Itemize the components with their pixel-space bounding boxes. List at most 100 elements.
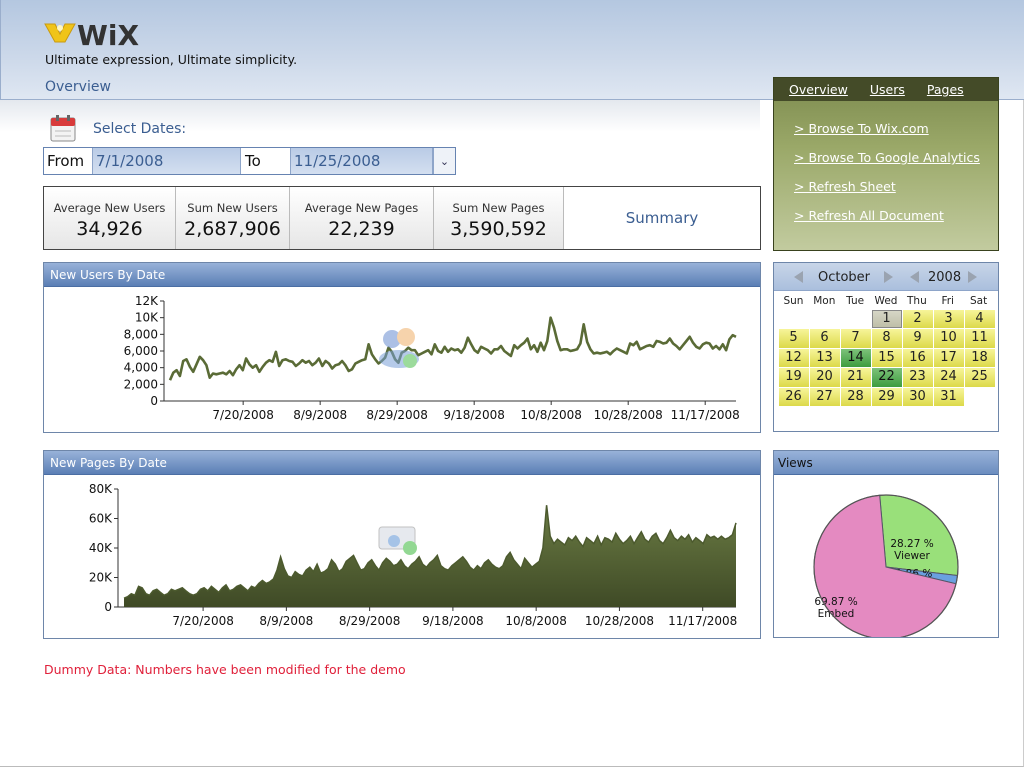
tab-overview[interactable]: Overview bbox=[789, 82, 848, 97]
calendar-day[interactable]: 20 bbox=[809, 368, 840, 387]
calendar-day[interactable]: 1 bbox=[871, 309, 902, 328]
pie-slice-percent: 28.27 % bbox=[890, 538, 933, 550]
calendar-days: 1 2 3 4 5 6 7 8 9 10 11 12 13 14 15 16 17 18 19 20 21 22 23 24 2… bbox=[774, 307, 998, 407]
summary-button[interactable]: Summary bbox=[564, 187, 760, 249]
y-tick-label: 40K bbox=[89, 541, 113, 555]
stat-average-new-users: Average New Users 34,926 bbox=[44, 187, 176, 249]
prev-month-icon[interactable] bbox=[794, 271, 803, 283]
date-range-picker[interactable]: From 7/1/2008 To 11/25/2008 ⌄ bbox=[43, 147, 456, 175]
calendar-day[interactable]: 23 bbox=[902, 368, 933, 387]
y-tick-label: 80K bbox=[89, 482, 113, 496]
calendar-header: October 2008 bbox=[774, 263, 998, 291]
calendar-empty-cell bbox=[779, 310, 809, 329]
weekday-label: Sun bbox=[783, 295, 804, 307]
new-users-chart: 0 2,000 4,000 6,000 8,000 10K 12K 7/20/2008 8/9/… bbox=[124, 294, 740, 422]
calendar-empty-cell bbox=[810, 310, 840, 329]
y-tick-label: 4,000 bbox=[124, 361, 158, 375]
x-tick-label: 8/29/2008 bbox=[366, 408, 428, 422]
stat-value: 22,239 bbox=[328, 218, 395, 240]
link-browse-wix[interactable]: > Browse To Wix.com bbox=[794, 121, 929, 136]
calendar-day[interactable]: 4 bbox=[964, 309, 995, 328]
calendar-day[interactable]: 12 bbox=[778, 348, 809, 367]
to-date-field[interactable]: 11/25/2008 bbox=[290, 148, 433, 174]
calendar-day[interactable]: 2 bbox=[902, 309, 933, 328]
from-date-field[interactable]: 7/1/2008 bbox=[92, 148, 241, 174]
weekday-label: Mon bbox=[813, 295, 836, 307]
link-refresh-sheet[interactable]: > Refresh Sheet bbox=[794, 179, 896, 194]
x-tick-label: 8/29/2008 bbox=[339, 614, 401, 628]
calendar-day[interactable]: 16 bbox=[902, 348, 933, 367]
calendar-day[interactable]: 15 bbox=[871, 348, 902, 367]
x-tick-label: 8/9/2008 bbox=[293, 408, 347, 422]
stat-value: 34,926 bbox=[76, 218, 143, 240]
panel-title: New Pages By Date bbox=[44, 451, 760, 475]
stat-label: Average New Users bbox=[53, 201, 166, 215]
calendar-day[interactable]: 6 bbox=[809, 329, 840, 348]
weekday-label: Sat bbox=[969, 295, 988, 307]
calendar-day[interactable]: 25 bbox=[964, 368, 995, 387]
calendar-day[interactable]: 10 bbox=[933, 329, 964, 348]
calendar-day[interactable]: 24 bbox=[933, 368, 964, 387]
x-tick-label: 7/20/2008 bbox=[172, 614, 234, 628]
calendar-day[interactable]: 19 bbox=[778, 368, 809, 387]
new-pages-panel: New Pages By Date 0 20K 40K 60K 80K 7/20/2008… bbox=[43, 450, 761, 639]
calendar-weekdays: Sun Mon Tue Wed Thu Fri Sat bbox=[774, 291, 998, 307]
next-year-icon[interactable] bbox=[968, 271, 977, 283]
calendar-day[interactable]: 30 bbox=[902, 387, 933, 406]
calendar-day[interactable]: 28 bbox=[840, 387, 871, 406]
calendar-day[interactable]: 11 bbox=[964, 329, 995, 348]
link-refresh-all-document[interactable]: > Refresh All Document bbox=[794, 208, 944, 223]
stat-value: 2,687,906 bbox=[184, 218, 281, 240]
calendar-icon bbox=[50, 115, 76, 142]
pages-watermark-icon bbox=[378, 526, 417, 555]
y-tick-label: 0 bbox=[104, 600, 112, 614]
pie-slice-label: Embed bbox=[818, 608, 855, 620]
calendar-day[interactable]: 5 bbox=[778, 329, 809, 348]
x-tick-label: 10/8/2008 bbox=[505, 614, 567, 628]
page-title: Overview bbox=[45, 79, 111, 95]
link-browse-google-analytics[interactable]: > Browse To Google Analytics bbox=[794, 150, 980, 165]
users-watermark-icon bbox=[379, 328, 419, 368]
calendar-day[interactable]: 8 bbox=[871, 329, 902, 348]
x-tick-label: 9/18/2008 bbox=[422, 614, 484, 628]
tab-pages[interactable]: Pages bbox=[926, 82, 964, 97]
x-tick-label: 10/28/2008 bbox=[585, 614, 654, 628]
calendar-day[interactable]: 14 bbox=[840, 348, 871, 367]
calendar-day[interactable]: 27 bbox=[809, 387, 840, 406]
calendar-day[interactable]: 29 bbox=[871, 387, 902, 406]
y-tick-label: 10K bbox=[135, 311, 159, 325]
stat-label: Sum New Users bbox=[187, 201, 278, 215]
wix-logo[interactable]: WiX bbox=[43, 18, 139, 52]
calendar-day[interactable]: 31 bbox=[933, 387, 964, 406]
new-users-panel: New Users By Date 0 2,000 4,000 6,000 8,000 1… bbox=[43, 262, 761, 433]
tab-users[interactable]: Users bbox=[869, 82, 905, 97]
y-tick-label: 8,000 bbox=[124, 327, 158, 341]
stat-label: Average New Pages bbox=[304, 201, 419, 215]
x-tick-label: 8/9/2008 bbox=[259, 614, 313, 628]
chevron-down-icon[interactable]: ⌄ bbox=[433, 148, 455, 174]
series-area bbox=[124, 505, 736, 607]
wix-logo-icon bbox=[44, 23, 76, 43]
calendar-day[interactable]: 21 bbox=[840, 368, 871, 387]
series-line bbox=[168, 316, 737, 381]
stat-value: 3,590,592 bbox=[450, 218, 547, 240]
next-month-icon[interactable] bbox=[884, 271, 893, 283]
tagline: Ultimate expression, Ultimate simplicity… bbox=[45, 52, 298, 67]
calendar-day[interactable]: 18 bbox=[964, 348, 995, 367]
y-tick-label: 20K bbox=[89, 571, 113, 585]
nav-tabs: Overview Users Pages bbox=[774, 78, 998, 101]
calendar-empty-cell bbox=[841, 310, 871, 329]
calendar-day[interactable]: 13 bbox=[809, 348, 840, 367]
calendar-day[interactable]: 9 bbox=[902, 329, 933, 348]
calendar-day[interactable]: 17 bbox=[933, 348, 964, 367]
prev-year-icon[interactable] bbox=[910, 271, 919, 283]
stat-label: Sum New Pages bbox=[452, 201, 545, 215]
calendar-day[interactable]: 22 bbox=[871, 368, 902, 387]
x-tick-label: 7/20/2008 bbox=[212, 408, 274, 422]
calendar-day[interactable]: 26 bbox=[778, 387, 809, 406]
calendar-day[interactable]: 7 bbox=[840, 329, 871, 348]
y-tick-label: 60K bbox=[89, 512, 113, 526]
calendar-day[interactable]: 3 bbox=[933, 309, 964, 328]
dummy-data-note: Dummy Data: Numbers have been modified f… bbox=[44, 662, 406, 677]
